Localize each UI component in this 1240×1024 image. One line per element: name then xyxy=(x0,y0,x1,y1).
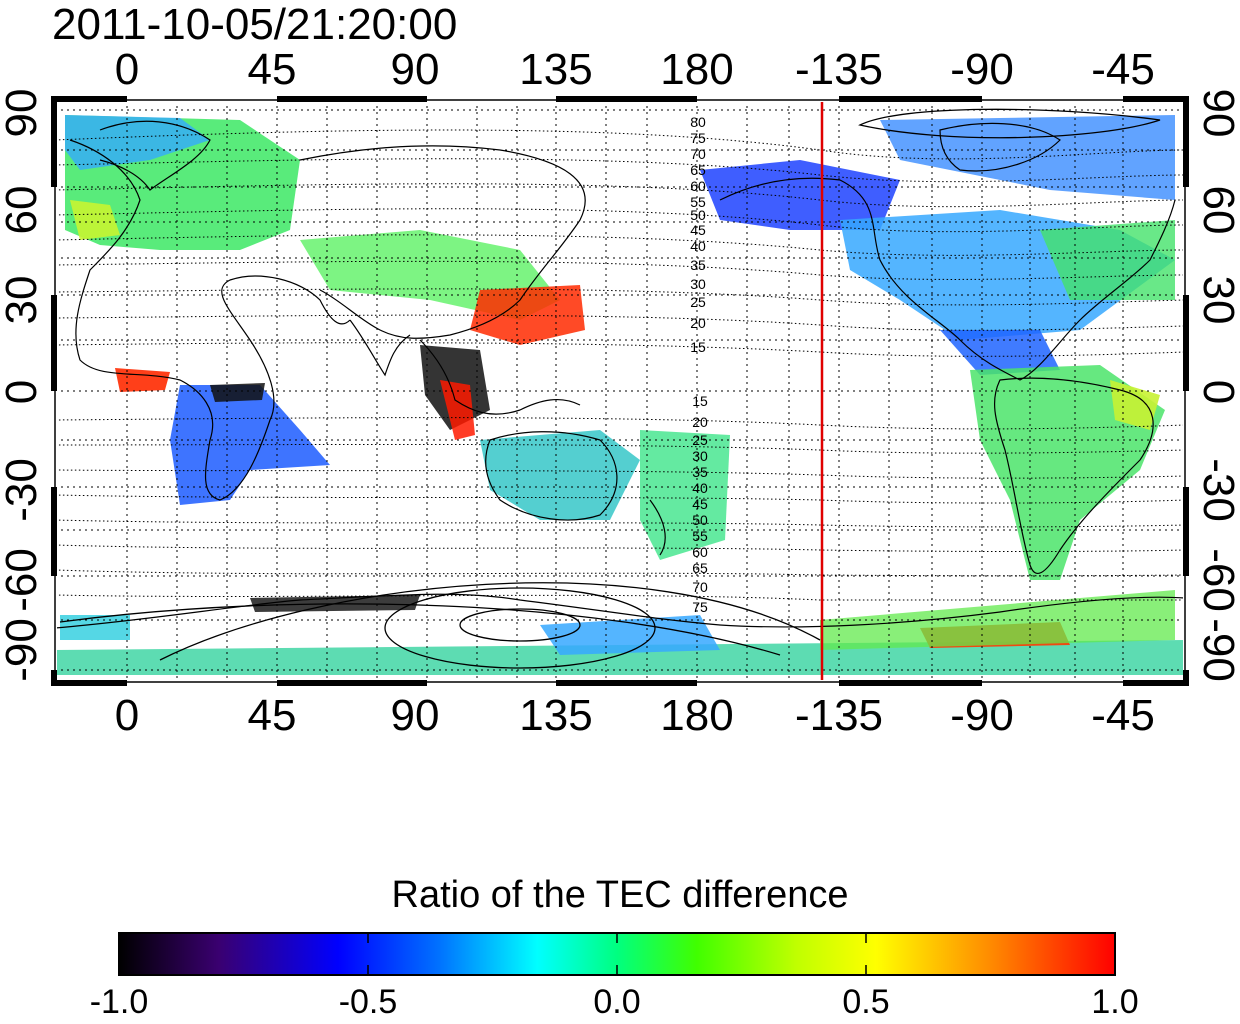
coast-australia xyxy=(485,431,618,521)
left-lat-label: 0 xyxy=(0,380,46,404)
coast-antarctica xyxy=(55,593,1185,629)
right-lat-label: -90 xyxy=(1194,618,1240,682)
map-border-ticks xyxy=(51,96,1189,686)
top-lon-label: 180 xyxy=(660,45,733,94)
tec-patch-southeast-asia-red xyxy=(440,380,475,440)
coast-europe-africa xyxy=(69,139,351,501)
tec-patch-east-north-america xyxy=(1040,220,1175,300)
contour-label: 65 xyxy=(692,560,708,576)
contour-label: 55 xyxy=(692,528,708,544)
top-lon-label: -90 xyxy=(950,45,1014,94)
top-lon-label: -135 xyxy=(795,45,883,94)
contour-label: 30 xyxy=(690,276,706,292)
colorbar-title: Ratio of the TEC difference xyxy=(391,874,849,916)
coast-north-america xyxy=(719,177,1176,381)
bottom-lon-label: 0 xyxy=(115,691,139,740)
contour-label: 75 xyxy=(690,130,706,146)
top-lon-label: 0 xyxy=(115,45,139,94)
contour-label: 65 xyxy=(690,162,706,178)
contour-label: 80 xyxy=(690,114,706,130)
magnetic-latitude-contours xyxy=(55,129,1185,601)
coast-asia xyxy=(299,145,586,339)
top-lon-label: 45 xyxy=(248,45,297,94)
coast-southeast-asia xyxy=(419,339,581,415)
tec-patch-antarctic-band xyxy=(55,640,1185,675)
north-pole-contour xyxy=(858,108,1161,139)
contour-label: 40 xyxy=(690,238,706,254)
left-lat-label: 60 xyxy=(0,186,46,235)
contour-label: 15 xyxy=(690,339,706,355)
contour-label: 30 xyxy=(692,448,708,464)
right-lat-label: 60 xyxy=(1194,186,1240,235)
contour-label: 50 xyxy=(692,512,708,528)
bottom-lon-label: 135 xyxy=(519,691,592,740)
contour-label: 25 xyxy=(692,432,708,448)
right-lat-label: 30 xyxy=(1194,276,1240,325)
contour-label: 45 xyxy=(692,496,708,512)
left-lat-label: -90 xyxy=(0,618,46,682)
coastlines xyxy=(55,120,1185,629)
colorbar-tick-label: 1.0 xyxy=(1091,983,1139,1021)
contour-label: 70 xyxy=(692,579,708,595)
tec-patch-west-europe-yellow xyxy=(70,200,120,240)
bottom-lon-label: 90 xyxy=(391,691,440,740)
contour-label: 40 xyxy=(692,480,708,496)
map-graticule xyxy=(55,100,1185,682)
map-outline xyxy=(54,99,1186,683)
tec-patch-africa xyxy=(170,385,330,505)
right-lat-label: -30 xyxy=(1194,458,1240,522)
tec-patch-scandinavia xyxy=(65,115,210,170)
contour-label: 60 xyxy=(690,178,706,194)
coast-greenland xyxy=(939,122,1061,172)
tec-patch-antarctic-west xyxy=(60,615,130,640)
tec-patch-antarctic-east xyxy=(540,615,720,655)
contour-label: 75 xyxy=(692,599,708,615)
contour-label: 35 xyxy=(692,464,708,480)
contour-label: 20 xyxy=(692,414,708,430)
bottom-lon-label: 45 xyxy=(248,691,297,740)
coast-india xyxy=(349,319,411,377)
tec-patch-new-zealand xyxy=(640,430,730,560)
right-lat-label: -60 xyxy=(1194,548,1240,612)
colorbar-ticks xyxy=(367,933,867,975)
tec-patch-africa-dark xyxy=(210,383,265,402)
contour-label: 50 xyxy=(690,207,706,223)
left-lat-label: 90 xyxy=(0,89,46,138)
left-lat-label: -60 xyxy=(0,548,46,612)
colorbar-tick-label: 0.5 xyxy=(842,983,890,1021)
bottom-lon-label: -90 xyxy=(950,691,1014,740)
contour-label: 60 xyxy=(692,544,708,560)
colorbar-tick-label: -1.0 xyxy=(89,983,149,1021)
top-lon-label: 135 xyxy=(519,45,592,94)
coast-scandinavia xyxy=(99,120,211,191)
tec-patch-south-america-yellow xyxy=(1110,380,1160,430)
contour-label: 35 xyxy=(690,257,706,273)
coast-south-america xyxy=(994,377,1154,575)
right-lat-label: 90 xyxy=(1194,89,1240,138)
coast-new-zealand xyxy=(649,499,666,556)
timestamp-title: 2011-10-05/21:20:00 xyxy=(52,0,458,49)
contour-label: 70 xyxy=(690,146,706,162)
contour-label: 20 xyxy=(690,315,706,331)
bottom-lon-label: 180 xyxy=(660,691,733,740)
contour-label: 55 xyxy=(690,194,706,210)
contour-label: 45 xyxy=(690,222,706,238)
contour-label: 25 xyxy=(690,294,706,310)
right-lat-label: 0 xyxy=(1194,380,1240,404)
colorbar-tick-label: -0.5 xyxy=(338,983,398,1021)
tec-data-layer xyxy=(55,115,1185,675)
top-lon-label: -45 xyxy=(1091,45,1155,94)
south-pole-contours xyxy=(59,582,821,669)
tec-patch-alaska-blue xyxy=(700,160,900,230)
contour-label: 15 xyxy=(692,393,708,409)
bottom-lon-label: -135 xyxy=(795,691,883,740)
colorbar-tick-label: 0.0 xyxy=(593,983,641,1021)
left-lat-label: -30 xyxy=(0,458,46,522)
left-lat-label: 30 xyxy=(0,276,46,325)
tec-patch-west-africa-red xyxy=(115,368,170,392)
bottom-lon-label: -45 xyxy=(1091,691,1155,740)
top-lon-label: 90 xyxy=(391,45,440,94)
